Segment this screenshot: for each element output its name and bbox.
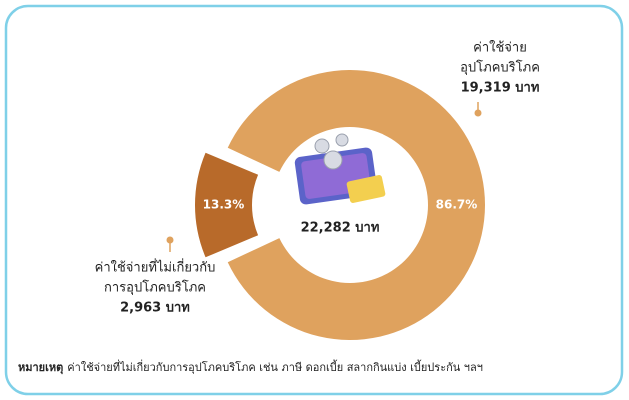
category-label: ค่าใช้จ่าย [473, 40, 527, 56]
note-text: ค่าใช้จ่ายที่ไม่เกี่ยวกับการอุปโภคบริโภค… [67, 359, 483, 374]
donut-segment [195, 152, 259, 258]
category-label: ค่าใช้จ่ายที่ไม่เกี่ยวกับ [95, 259, 216, 276]
category-label: อุปโภคบริโภค [460, 60, 540, 76]
phone-illustration [294, 133, 386, 205]
total-label: 22,282 บาท [301, 221, 380, 236]
category-label: การอุปโภคบริโภค [104, 280, 206, 296]
callout-dot [474, 109, 482, 117]
callout-dot [166, 236, 174, 244]
percent-label: 86.7% [436, 198, 478, 212]
amount-label: 19,319 บาท [461, 81, 540, 96]
donut-segment [227, 70, 486, 341]
note-title: หมายเหตุ [18, 361, 63, 375]
note: หมายเหตุ ค่าใช้จ่ายที่ไม่เกี่ยวกับการอุปโ… [18, 359, 483, 375]
amount-label: 2,963 บาท [120, 301, 190, 316]
percent-label: 13.3% [203, 198, 245, 212]
